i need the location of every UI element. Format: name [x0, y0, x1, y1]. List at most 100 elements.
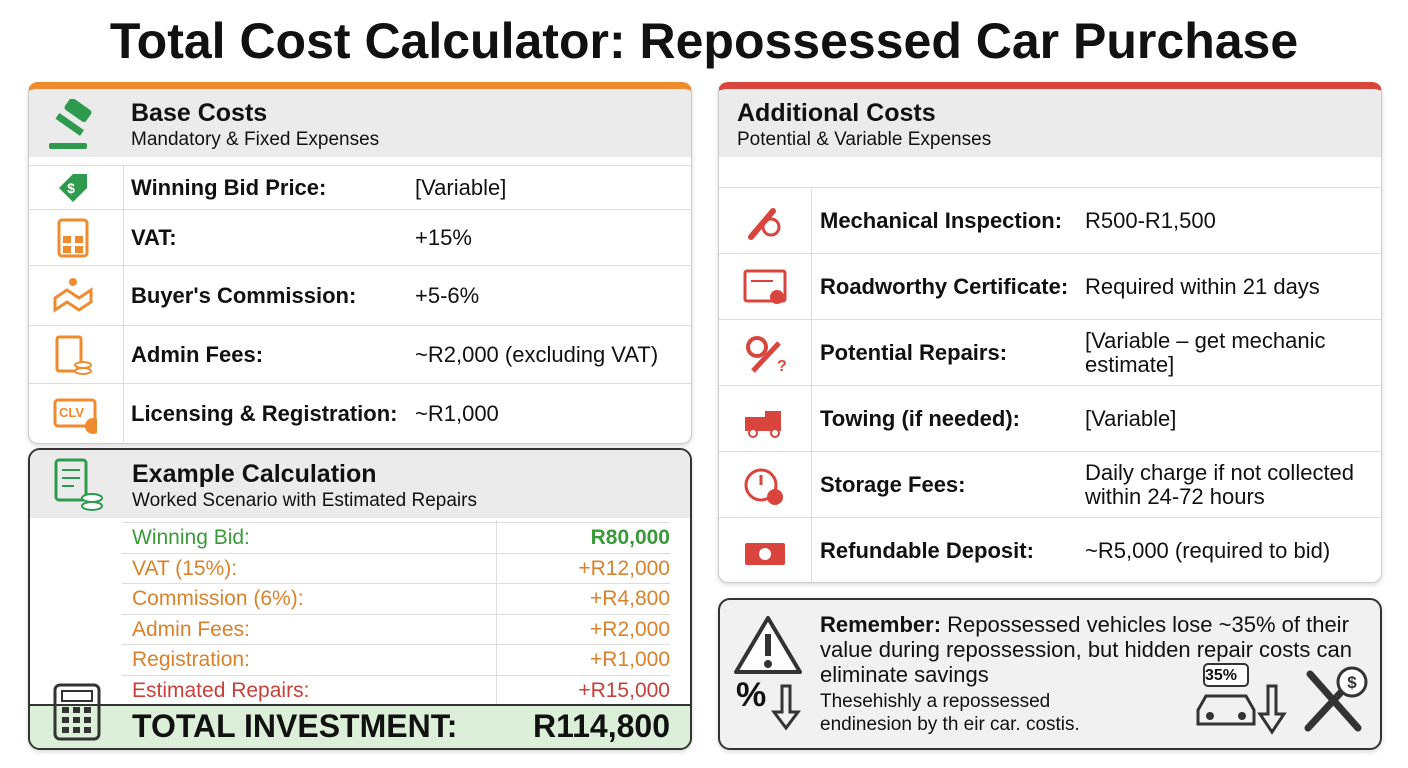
total-label: TOTAL INVESTMENT:	[132, 708, 458, 744]
calc-label: VAT (15%):	[132, 556, 238, 580]
cost-row: $ Winning Bid Price: [Variable]	[29, 165, 691, 210]
remember-panel: % Remember: Repossessed vehicles lose ~3…	[718, 598, 1382, 750]
cost-row: Buyer's Commission: +5-6%	[29, 265, 691, 326]
row-label: Winning Bid Price:	[131, 175, 327, 200]
cost-row: CLV Licensing & Registration: ~R1,000	[29, 383, 691, 443]
calc-label: Winning Bid:	[132, 526, 250, 549]
row-icon	[745, 543, 785, 565]
calc-value: +R12,000	[578, 556, 670, 580]
icon-cell	[719, 518, 812, 582]
row-value: [Variable]	[415, 175, 507, 200]
cost-row: Towing (if needed): [Variable]	[719, 385, 1381, 452]
row-icon	[748, 208, 781, 240]
page-title: Total Cost Calculator: Repossessed Car P…	[109, 13, 1299, 69]
remember-text: Remember: Repossessed vehicles lose ~35%…	[820, 612, 1365, 687]
calc-value: +R15,000	[578, 678, 670, 702]
row-value: Required within 21 days	[1085, 274, 1320, 299]
svg-text:$: $	[67, 180, 75, 196]
svg-text:?: ?	[777, 358, 787, 373]
panel-header: Example Calculation Worked Scenario with…	[30, 450, 690, 518]
cost-row: Mechanical Inspection: R500-R1,500	[719, 187, 1381, 254]
icon-cell: $	[29, 166, 124, 210]
row-value: ~R5,000 (required to bid)	[1085, 538, 1331, 563]
row-label: Buyer's Commission:	[131, 283, 357, 308]
row-label: Mechanical Inspection:	[820, 208, 1063, 233]
row-icon	[53, 278, 93, 313]
cost-row: VAT: +15%	[29, 209, 691, 266]
row-icon	[57, 218, 89, 258]
calc-value: +R2,000	[590, 617, 670, 641]
heading: Base Costs	[131, 99, 268, 127]
row-icon: ?	[746, 336, 787, 375]
calc-row: Commission (6%): +R4,800	[122, 583, 670, 614]
icon-cell	[719, 188, 812, 254]
row-icon	[745, 411, 781, 438]
svg-text:$: $	[1347, 673, 1357, 692]
cost-row: Storage Fees: Daily charge if not collect…	[719, 451, 1381, 518]
row-value: Daily charge if not collected within 24-…	[1085, 460, 1355, 509]
total-row: TOTAL INVESTMENT: R114,800	[30, 704, 690, 748]
remember-label: Remember:	[820, 612, 942, 637]
divider	[496, 520, 497, 706]
row-label: Licensing & Registration:	[131, 401, 398, 426]
subheading: Potential & Variable Expenses	[737, 129, 992, 150]
heading: Example Calculation	[132, 460, 377, 488]
base-costs-panel: Base Costs Mandatory & Fixed Expenses $ W…	[28, 82, 692, 444]
row-label: VAT:	[131, 225, 177, 250]
document-icon	[54, 458, 103, 511]
percent-badge: 35%	[1205, 667, 1238, 684]
row-label: Refundable Deposit:	[820, 538, 1034, 563]
calc-value: R80,000	[590, 526, 670, 549]
calc-row: VAT (15%): +R12,000	[122, 552, 670, 584]
row-value: ~R1,000	[415, 401, 499, 426]
calc-row: Winning Bid: R80,000	[122, 522, 670, 553]
icon-cell	[29, 326, 124, 384]
additional-costs-panel: Additional Costs Potential & Variable Ex…	[718, 82, 1382, 583]
heading: Additional Costs	[737, 99, 936, 127]
calc-row: Admin Fees: +R2,000	[122, 613, 670, 645]
percent-symbol: %	[736, 676, 767, 714]
row-icon: $	[59, 174, 87, 202]
calc-label: Admin Fees:	[132, 617, 250, 641]
tools-icon: $	[1304, 666, 1368, 732]
row-label: Storage Fees:	[820, 472, 966, 497]
row-label: Towing (if needed):	[820, 406, 1021, 431]
calc-label: Commission (6%):	[132, 587, 304, 610]
calc-label: Registration:	[132, 648, 250, 671]
remember-body: Repossessed vehicles lose ~35% of their …	[820, 612, 1352, 687]
icon-cell: ?	[719, 320, 812, 386]
example-panel: Example Calculation Worked Scenario with…	[28, 448, 692, 750]
row-value: ~R2,000 (excluding VAT)	[415, 342, 659, 367]
row-icon	[55, 335, 92, 375]
calc-label: Estimated Repairs:	[132, 678, 310, 702]
icon-cell	[29, 266, 124, 326]
cost-row: ? Potential Repairs: [Variable – get mecha…	[719, 319, 1381, 386]
subheading: Worked Scenario with Estimated Repairs	[132, 490, 477, 511]
icon-cell: CLV	[29, 384, 124, 443]
row-value: R500-R1,500	[1085, 208, 1216, 233]
panel-header: Additional Costs Potential & Variable Ex…	[719, 89, 1381, 157]
icon-cell	[719, 254, 812, 320]
row-icon	[743, 269, 787, 304]
gavel-icon	[49, 99, 92, 149]
panel-header: Base Costs Mandatory & Fixed Expenses	[29, 89, 691, 157]
subheading: Mandatory & Fixed Expenses	[131, 129, 380, 150]
cost-row: Roadworthy Certificate: Required within 2…	[719, 253, 1381, 320]
icon-cell	[29, 210, 124, 266]
calculator-icon	[53, 683, 101, 741]
cost-row: Refundable Deposit: ~R5,000 (required to …	[719, 517, 1381, 582]
row-value: +5-6%	[415, 283, 480, 308]
row-value: +15%	[415, 225, 472, 250]
icon-cell	[719, 386, 812, 452]
cost-row: Admin Fees: ~R2,000 (excluding VAT)	[29, 325, 691, 384]
warning-icon	[734, 616, 802, 731]
remember-note: Thesehishly a repossessed endinesion by …	[820, 691, 1080, 735]
row-value: [Variable – get mechanic estimate]	[1085, 328, 1326, 377]
calc-value: +R1,000	[590, 648, 670, 671]
row-icon	[744, 468, 783, 505]
row-label: Admin Fees:	[131, 342, 264, 367]
calc-row: Estimated Repairs: +R15,000	[122, 674, 670, 706]
calc-row: Registration: +R1,000	[122, 644, 670, 675]
calc-value: +R4,800	[590, 587, 670, 610]
